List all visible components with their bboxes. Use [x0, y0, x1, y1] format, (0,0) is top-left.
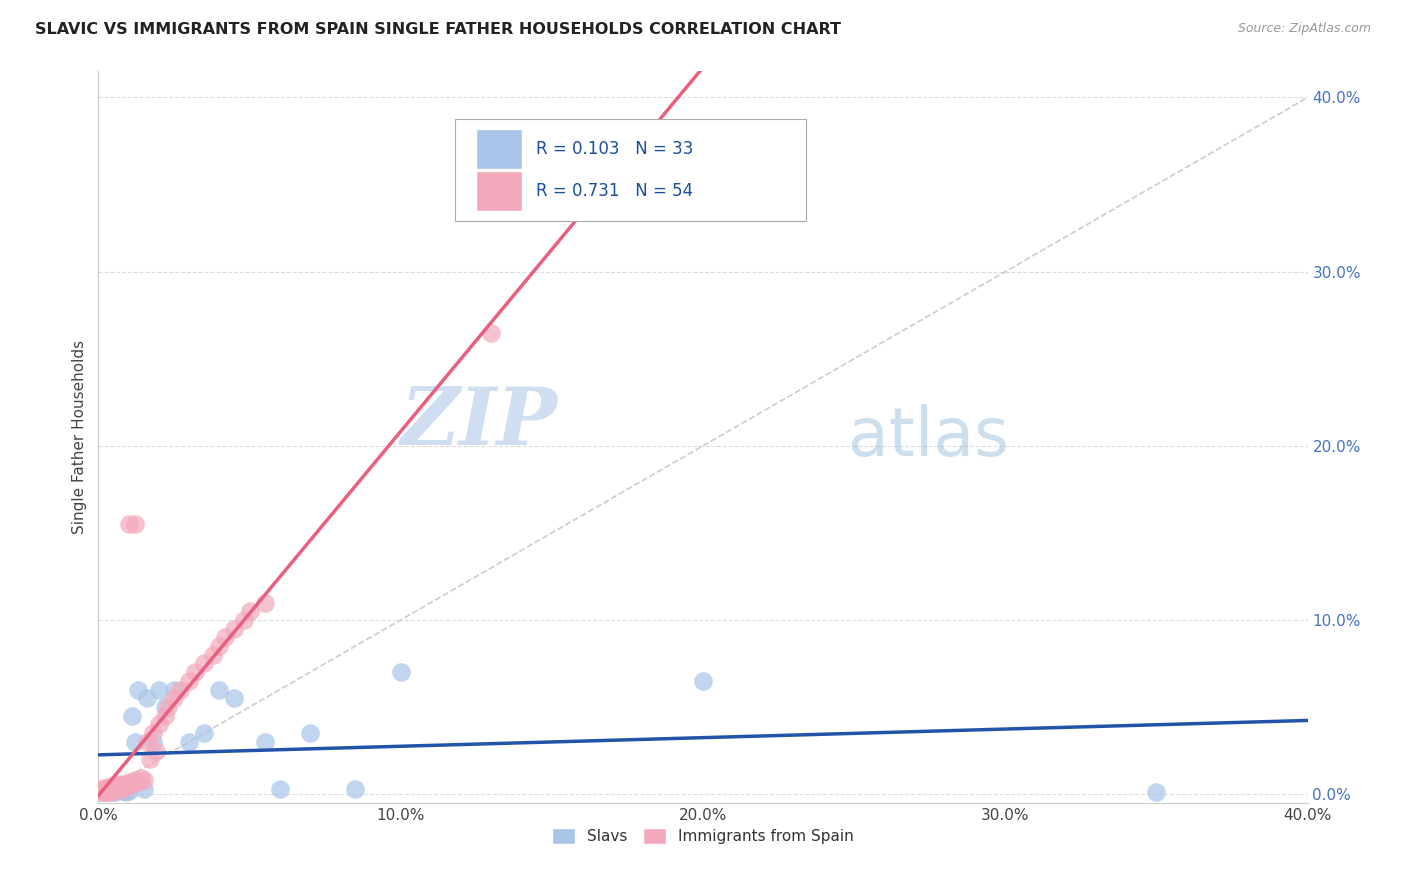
Point — [103, 785, 125, 799]
Point — [163, 682, 186, 697]
Point — [111, 781, 134, 796]
Point — [96, 780, 118, 794]
Point — [163, 691, 186, 706]
Point — [153, 708, 176, 723]
Point — [96, 781, 118, 796]
Point — [105, 781, 128, 796]
Point — [111, 783, 134, 797]
Point — [127, 682, 149, 697]
Text: SLAVIC VS IMMIGRANTS FROM SPAIN SINGLE FATHER HOUSEHOLDS CORRELATION CHART: SLAVIC VS IMMIGRANTS FROM SPAIN SINGLE F… — [35, 22, 841, 37]
Point — [129, 772, 152, 786]
Point — [299, 726, 322, 740]
Point — [692, 673, 714, 688]
Point — [100, 783, 122, 797]
Point — [135, 735, 157, 749]
Y-axis label: Single Father Households: Single Father Households — [72, 340, 87, 534]
FancyBboxPatch shape — [475, 171, 522, 211]
Point — [224, 622, 246, 636]
Point — [100, 781, 122, 796]
Point — [202, 648, 225, 662]
Point — [232, 613, 254, 627]
Point — [1144, 785, 1167, 799]
Point — [214, 631, 236, 645]
Point — [224, 691, 246, 706]
Point — [90, 783, 112, 797]
FancyBboxPatch shape — [475, 129, 522, 169]
Point — [103, 780, 125, 794]
Point — [132, 781, 155, 796]
Text: R = 0.731   N = 54: R = 0.731 N = 54 — [536, 182, 693, 200]
Point — [148, 717, 170, 731]
Text: R = 0.103   N = 33: R = 0.103 N = 33 — [536, 140, 693, 158]
Text: ZIP: ZIP — [401, 384, 558, 461]
Point — [114, 785, 136, 799]
Point — [118, 783, 141, 797]
Point — [208, 682, 231, 697]
Point — [208, 639, 231, 653]
Point — [142, 726, 165, 740]
Point — [193, 657, 215, 671]
Point — [184, 665, 207, 680]
Point — [139, 752, 162, 766]
Point — [90, 785, 112, 799]
Point — [118, 517, 141, 532]
Point — [481, 326, 503, 340]
Point — [96, 785, 118, 799]
Point — [124, 517, 146, 532]
Point — [121, 777, 143, 791]
Point — [153, 700, 176, 714]
Legend: Slavs, Immigrants from Spain: Slavs, Immigrants from Spain — [546, 822, 860, 850]
Point — [114, 777, 136, 791]
Text: atlas: atlas — [848, 404, 1010, 470]
Point — [118, 778, 141, 792]
Point — [96, 785, 118, 799]
Point — [111, 780, 134, 794]
Point — [118, 775, 141, 789]
Point — [105, 783, 128, 797]
Point — [156, 700, 179, 714]
Point — [344, 781, 367, 796]
Point — [169, 682, 191, 697]
Point — [108, 781, 131, 796]
Point — [135, 691, 157, 706]
Point — [100, 785, 122, 799]
Point — [103, 783, 125, 797]
Point — [93, 785, 115, 799]
Point — [96, 783, 118, 797]
Point — [253, 595, 276, 609]
Point — [108, 778, 131, 792]
Point — [145, 743, 167, 757]
Point — [124, 735, 146, 749]
Text: Source: ZipAtlas.com: Source: ZipAtlas.com — [1237, 22, 1371, 36]
Point — [127, 775, 149, 789]
Point — [269, 781, 291, 796]
Point — [253, 735, 276, 749]
Point — [96, 781, 118, 796]
Point — [103, 780, 125, 794]
Point — [103, 781, 125, 796]
Point — [93, 781, 115, 796]
Point — [103, 778, 125, 792]
Point — [179, 673, 201, 688]
Point — [105, 780, 128, 794]
Point — [239, 604, 262, 618]
Point — [90, 781, 112, 796]
Point — [142, 735, 165, 749]
Point — [96, 781, 118, 796]
Point — [100, 783, 122, 797]
Point — [90, 783, 112, 797]
Point — [193, 726, 215, 740]
Point — [148, 682, 170, 697]
Point — [93, 785, 115, 799]
Point — [121, 708, 143, 723]
Point — [100, 781, 122, 796]
Point — [389, 665, 412, 680]
Point — [108, 777, 131, 791]
Point — [124, 773, 146, 788]
Point — [179, 735, 201, 749]
Point — [132, 773, 155, 788]
Point — [93, 783, 115, 797]
FancyBboxPatch shape — [456, 119, 806, 221]
